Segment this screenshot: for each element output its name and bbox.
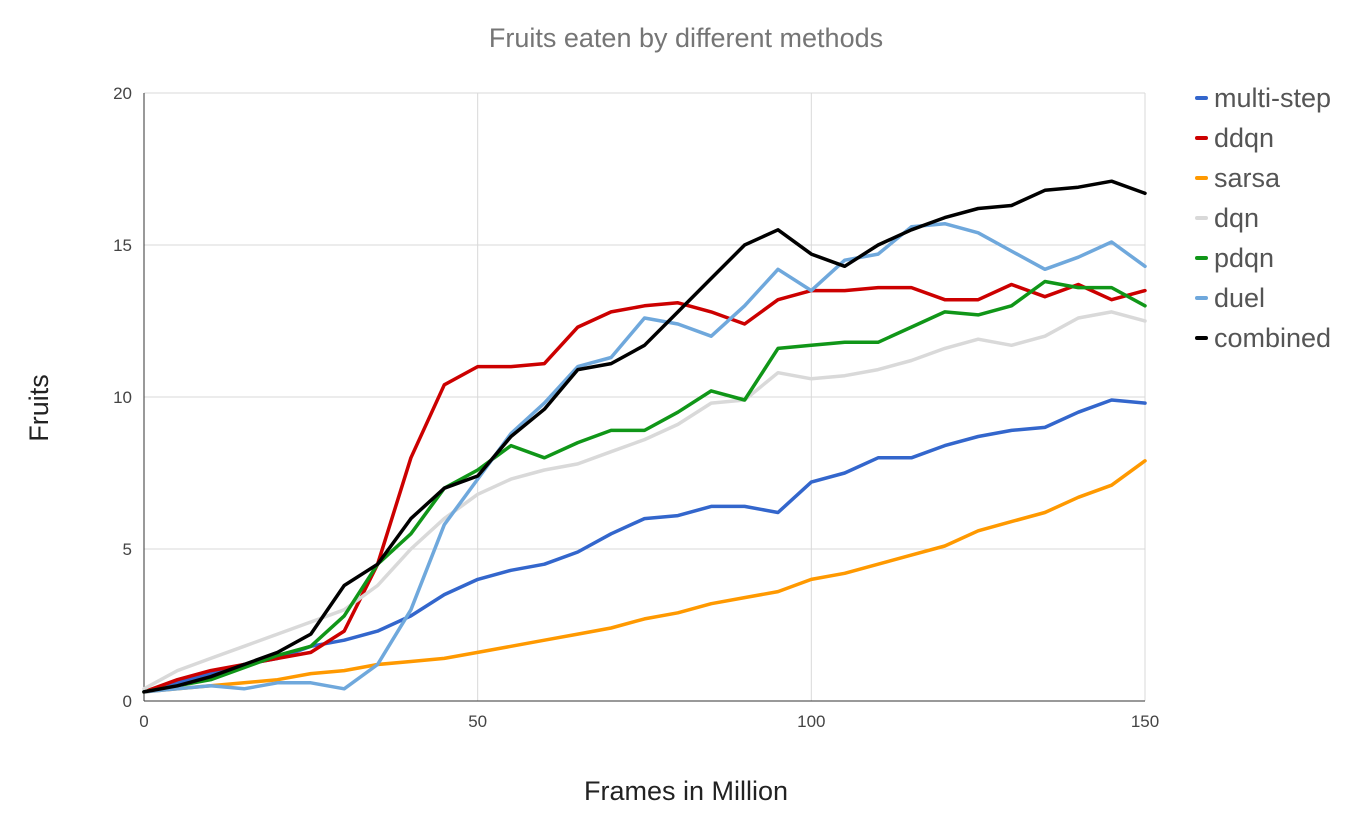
- series-lines: [142, 179, 1147, 694]
- series-line-dqn: [142, 310, 1147, 691]
- legend-label-multi-step: multi-step: [1214, 83, 1331, 113]
- y-axis-title: Fruits: [24, 374, 54, 442]
- x-tick-label: 150: [1131, 712, 1159, 731]
- series-line-ddqn: [142, 282, 1147, 694]
- y-tick-label: 15: [113, 236, 132, 255]
- x-tick-labels: 0 50 100 150: [139, 712, 1159, 731]
- legend: multi-step ddqn sarsa dqn pdqn duel combined: [1195, 83, 1331, 353]
- series-line-sarsa: [142, 459, 1147, 694]
- legend-label-dqn: dqn: [1214, 203, 1259, 233]
- y-tick-labels: 0 5 10 15 20: [113, 84, 132, 711]
- x-tick-label: 100: [797, 712, 825, 731]
- y-tick-label: 20: [113, 84, 132, 103]
- axes: [143, 93, 1145, 702]
- x-tick-label: 0: [139, 712, 148, 731]
- series-line-pdqn: [142, 279, 1147, 694]
- legend-label-duel: duel: [1214, 283, 1265, 313]
- series-line-combined: [142, 179, 1147, 694]
- legend-label-sarsa: sarsa: [1214, 163, 1281, 193]
- chart-title: Fruits eaten by different methods: [489, 23, 883, 53]
- legend-label-pdqn: pdqn: [1214, 243, 1274, 273]
- series-line-multi-step: [142, 398, 1147, 694]
- series-line-duel: [142, 221, 1147, 694]
- x-axis-title: Frames in Million: [584, 776, 788, 806]
- y-tick-label: 0: [123, 692, 132, 711]
- y-tick-label: 5: [123, 540, 132, 559]
- y-tick-label: 10: [113, 388, 132, 407]
- x-tick-label: 50: [468, 712, 487, 731]
- grid: [144, 92, 1146, 701]
- legend-label-ddqn: ddqn: [1214, 123, 1274, 153]
- legend-label-combined: combined: [1214, 323, 1331, 353]
